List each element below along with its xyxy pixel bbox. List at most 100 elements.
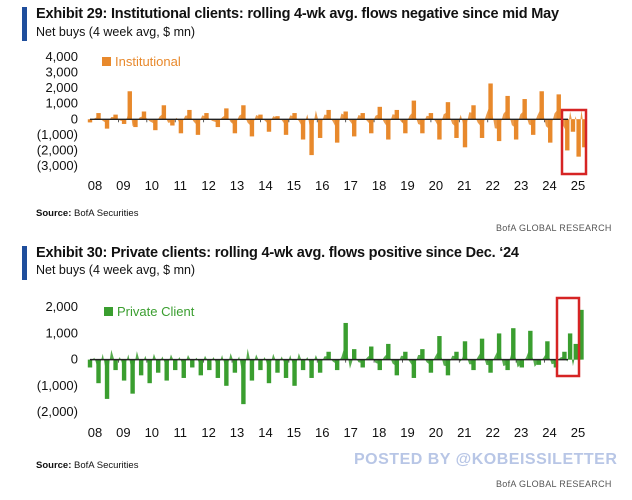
data-bar <box>360 113 365 120</box>
data-bar <box>241 359 246 405</box>
x-tick-label: 15 <box>287 178 301 193</box>
data-bar <box>394 359 400 376</box>
data-bar <box>87 359 93 368</box>
data-bar <box>204 113 209 120</box>
data-bar <box>241 105 246 120</box>
x-tick-label: 18 <box>372 425 386 440</box>
data-bar <box>173 359 178 371</box>
data-bar <box>528 330 533 360</box>
data-bar <box>130 359 135 394</box>
legend-label: Institutional <box>115 54 181 69</box>
data-bar <box>317 359 323 373</box>
data-bar <box>403 119 408 134</box>
y-tick-label: 1,000 <box>45 96 78 111</box>
data-bar <box>479 338 485 360</box>
data-bar <box>462 341 468 360</box>
data-bar <box>292 359 297 386</box>
data-bar <box>462 119 468 148</box>
x-tick-label: 08 <box>88 425 102 440</box>
x-tick-label: 24 <box>542 425 556 440</box>
data-bar <box>530 119 536 135</box>
x-tick-label: 20 <box>429 178 443 193</box>
x-tick-label: 11 <box>173 425 187 440</box>
x-tick-label: 21 <box>457 178 471 193</box>
x-tick-label: 15 <box>287 425 301 440</box>
data-bar <box>386 119 391 140</box>
series-area <box>90 337 582 380</box>
data-bar <box>548 119 553 143</box>
data-bar <box>147 359 152 384</box>
x-tick-label: 12 <box>201 178 215 193</box>
data-bar <box>505 95 510 120</box>
x-tick-label: 23 <box>514 425 528 440</box>
data-bar <box>283 119 289 135</box>
data-bar <box>104 119 110 129</box>
x-tick-label: 17 <box>343 178 357 193</box>
data-bar <box>488 359 493 373</box>
data-bar <box>300 359 306 371</box>
data-bar <box>161 105 167 120</box>
data-bar <box>471 105 476 120</box>
data-bar <box>170 119 175 126</box>
chart-2-title: Exhibit 30: Private clients: rolling 4-w… <box>36 245 519 261</box>
legend-swatch <box>102 57 111 66</box>
x-tick-label: 22 <box>485 425 499 440</box>
data-bar <box>155 359 161 373</box>
x-tick-label: 23 <box>514 178 528 193</box>
data-bar <box>565 119 570 151</box>
chart-2-source-text: BofA Securities <box>74 460 139 471</box>
y-tick-label: 1,000 <box>45 325 78 340</box>
data-bar <box>215 359 221 378</box>
x-tick-label: 25 <box>571 425 585 440</box>
chart-2-brand: BofA GLOBAL RESEARCH <box>496 479 612 489</box>
data-bar <box>232 119 238 134</box>
watermark: POSTED BY @KOBEISSILETTER <box>354 451 618 468</box>
data-bar <box>326 109 331 120</box>
x-tick-label: 25 <box>571 178 585 193</box>
x-tick-label: 09 <box>116 425 130 440</box>
data-bar <box>96 113 101 120</box>
y-tick-label: 0 <box>71 352 78 367</box>
data-bar <box>181 359 186 378</box>
data-bar <box>141 111 147 120</box>
x-tick-label: 19 <box>400 425 414 440</box>
data-bar <box>292 113 297 120</box>
data-bar <box>113 359 118 371</box>
x-tick-label: 14 <box>258 425 272 440</box>
x-tick-label: 10 <box>145 178 159 193</box>
data-bar <box>411 359 417 378</box>
data-bar <box>471 359 476 371</box>
data-bar <box>96 359 101 384</box>
data-bar <box>190 359 195 368</box>
x-tick-label: 12 <box>201 425 215 440</box>
data-bar <box>104 359 110 399</box>
data-bar <box>437 336 442 360</box>
data-bar <box>121 119 127 124</box>
x-tick-label: 16 <box>315 178 329 193</box>
data-bar <box>513 119 519 140</box>
data-bar <box>570 119 576 132</box>
x-tick-label: 19 <box>400 178 414 193</box>
x-tick-label: 13 <box>230 425 244 440</box>
x-tick-label: 10 <box>145 425 159 440</box>
data-bar <box>309 359 314 378</box>
data-bar <box>266 119 272 132</box>
data-bar <box>403 351 408 360</box>
data-bar <box>511 328 516 360</box>
data-bar <box>343 111 348 120</box>
data-bar <box>352 349 357 360</box>
data-bar <box>283 359 289 378</box>
data-bar <box>326 351 331 360</box>
data-bar <box>224 108 229 120</box>
data-bar <box>522 99 527 120</box>
data-bar <box>138 359 144 376</box>
data-bar <box>496 333 502 360</box>
data-bar <box>334 359 340 371</box>
data-bar <box>567 333 573 360</box>
data-bar <box>579 309 584 360</box>
data-bar <box>249 119 255 137</box>
data-bar <box>258 114 263 120</box>
x-tick-label: 09 <box>116 178 130 193</box>
y-tick-label: 4,000 <box>45 49 78 64</box>
